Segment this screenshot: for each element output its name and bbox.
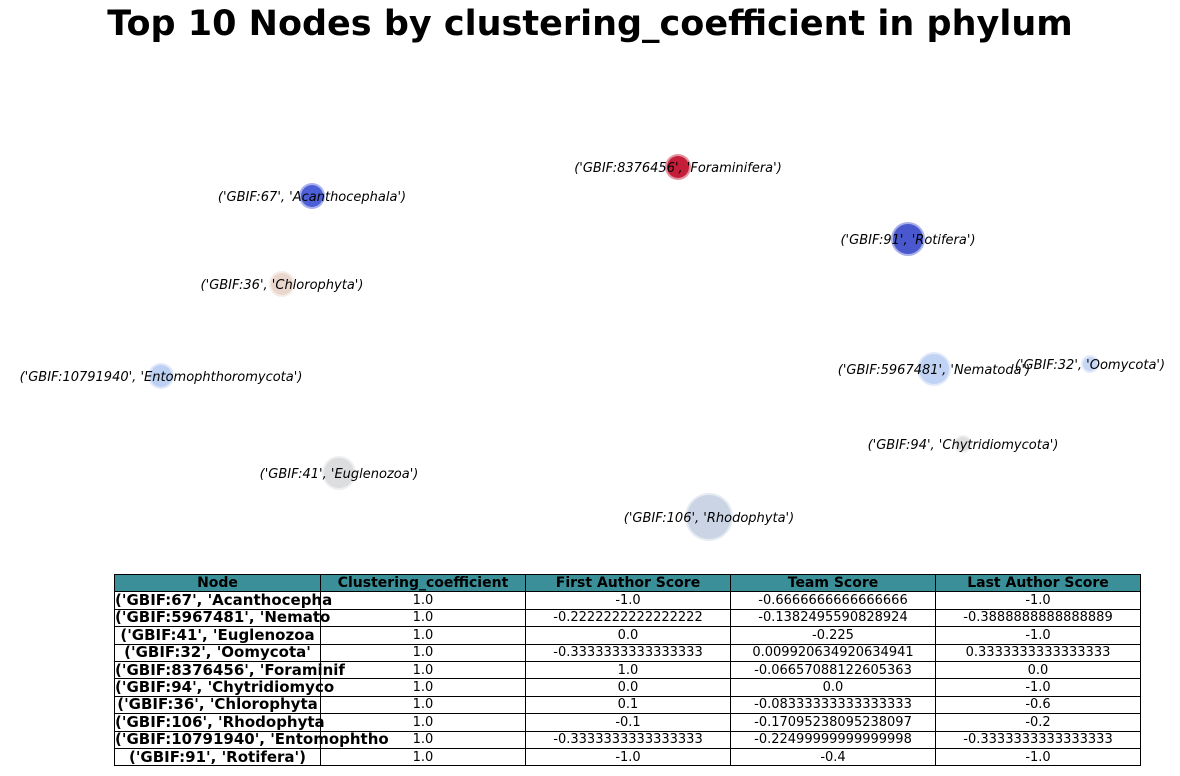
column-header: Team Score [730,573,936,593]
table-cell: 0.0 [935,660,1141,680]
node-marker [150,365,172,387]
column-header: Node [114,573,321,593]
network-graph: ('GBIF:8376456', 'Foraminifera') ('GBIF:6… [20,154,1165,541]
node-marker [301,185,323,207]
node-label: ('GBIF:94', 'Chytridiomycota') [868,438,1059,453]
node-name-text: ('GBIF:106', 'Rhodophyta [115,712,325,731]
table-cell: -0.3333333333333333 [935,730,1141,749]
node-name-text: ('GBIF:8376456', 'Foraminif [115,660,345,679]
table-cell: -0.2222222222222222 [525,608,731,628]
node-marker [919,354,949,384]
table-cell: 1.0 [320,695,526,715]
table-cell: 1.0 [320,747,526,767]
column-header: Clustering_coefficient [320,573,526,593]
node-name-text: ('GBIF:41', 'Euglenozoa [120,625,315,644]
column-header: Last Author Score [935,573,1141,593]
node-name-cell: ('GBIF:91', 'Rotifera') [114,747,321,767]
table-cell: 0.0 [730,678,936,697]
node-label: ('GBIF:5967481', 'Nematoda') [838,363,1030,378]
table-cell: -0.3333333333333333 [525,643,731,662]
node-label: ('GBIF:32', 'Oomycota') [1015,358,1165,373]
node-name-cell: ('GBIF:8376456', 'Foraminif [114,660,345,680]
node-label: ('GBIF:8376456', 'Foraminifera') [574,161,782,176]
table-cell: 0.0 [525,678,731,697]
node-name-cell: ('GBIF:94', 'Chytridiomyco [114,678,335,697]
table-header-row: Node Clustering_coefficient First Author… [114,573,1141,593]
node-label: ('GBIF:10791940', 'Entomophthoromycota') [20,370,303,385]
table-cell: 1.0 [320,626,526,645]
node-name-text: ('GBIF:67', 'Acanthocepha [115,591,333,610]
table-row: ('GBIF:106', 'Rhodophyta 1.0 -0.1 -0.170952… [114,712,1141,732]
node-label: ('GBIF:67', 'Acanthocephala') [218,190,406,205]
table-cell: 0.009920634920634941 [730,643,936,662]
table-cell: -0.225 [730,626,936,645]
table-cell: -1.0 [525,591,731,610]
table-cell: -0.1 [525,713,731,732]
node-marker [893,224,923,254]
node-name-cell: ('GBIF:10791940', 'Entomophtho [114,730,389,749]
node-name-text: ('GBIF:32', 'Oomycota' [124,643,311,662]
column-header: First Author Score [525,573,731,593]
node-marker [1083,357,1097,371]
node-marker [667,156,689,178]
node-label: ('GBIF:41', 'Euglenozoa') [260,467,419,482]
table-row: ('GBIF:10791940', 'Entomophtho 1.0 -0.3333… [114,730,1141,749]
table-cell: -0.3333333333333333 [525,730,731,749]
metrics-table: Node Clustering_coefficient First Author… [114,573,1141,767]
table-cell: -0.6 [935,695,1141,715]
table-cell: -0.4 [730,747,936,767]
node-marker [271,273,293,295]
table-cell: -0.17095238095238097 [730,713,936,732]
table-cell: -0.2 [935,713,1141,732]
table-cell: -1.0 [525,747,731,767]
table-cell: -0.08333333333333333 [730,695,936,715]
node-marker [687,495,731,539]
table-cell: -0.3888888888888889 [935,608,1141,628]
table-cell: -1.0 [935,747,1141,767]
node-marker [956,437,970,451]
table-cell: 1.0 [320,643,526,662]
node-name-text: ('GBIF:94', 'Chytridiomyco [115,678,335,697]
table-cell: 0.3333333333333333 [935,643,1141,662]
node-name-cell: ('GBIF:36', 'Chlorophyta [114,695,321,715]
table-cell: 1.0 [320,591,526,610]
node-label: ('GBIF:91', 'Rotifera') [840,233,975,248]
node-name-text: ('GBIF:5967481', 'Nemato [115,608,331,627]
node-marker [324,458,354,488]
table-cell: -0.06657088122605363 [730,660,936,680]
table-cell: 1.0 [320,660,526,680]
node-name-cell: ('GBIF:41', 'Euglenozoa [114,625,321,645]
table-cell: -0.6666666666666666 [730,591,936,610]
table-cell: 1.0 [320,608,526,628]
node-name-cell: ('GBIF:106', 'Rhodophyta [114,712,325,732]
table-cell: -0.1382495590828924 [730,608,936,628]
node-name-cell: ('GBIF:67', 'Acanthocepha [114,591,333,610]
table-row: ('GBIF:5967481', 'Nemato 1.0 -0.2222222222… [114,608,1141,628]
node-name-cell: ('GBIF:32', 'Oomycota' [114,643,321,662]
table-cell: 1.0 [320,713,526,732]
table-cell: 0.1 [525,695,731,715]
table-cell: 1.0 [320,678,526,697]
node-label: ('GBIF:36', 'Chlorophyta') [201,278,364,293]
table-row: ('GBIF:67', 'Acanthocepha 1.0 -1.0 -0.66666… [114,591,1141,610]
table-cell: 1.0 [525,660,731,680]
table-row: ('GBIF:36', 'Chlorophyta 1.0 0.1 -0.0833333… [114,695,1141,715]
node-name-text: ('GBIF:91', 'Rotifera') [128,747,306,766]
table-cell: 0.0 [525,626,731,645]
table-row: ('GBIF:41', 'Euglenozoa 1.0 0.0 -0.225 -1.0 [114,625,1141,645]
table-row: ('GBIF:94', 'Chytridiomyco 1.0 0.0 0.0 -1.0 [114,678,1141,697]
node-name-text: ('GBIF:10791940', 'Entomophtho [115,730,389,749]
table-cell: -1.0 [935,626,1141,645]
node-name-text: ('GBIF:36', 'Chlorophyta [117,695,318,714]
table-row: ('GBIF:32', 'Oomycota' 1.0 -0.333333333333… [114,643,1141,662]
chart-title: Top 10 Nodes by clustering_coefficient i… [107,4,1073,44]
table-row: ('GBIF:91', 'Rotifera') 1.0 -1.0 -0.4 -1.0 [114,747,1141,767]
table-cell: -1.0 [935,678,1141,697]
table-row: ('GBIF:8376456', 'Foraminif 1.0 1.0 -0.0665… [114,660,1141,680]
node-label: ('GBIF:106', 'Rhodophyta') [624,511,794,526]
table-cell: -0.22499999999999998 [730,730,936,749]
node-name-cell: ('GBIF:5967481', 'Nemato [114,608,331,628]
table-cell: -1.0 [935,591,1141,610]
